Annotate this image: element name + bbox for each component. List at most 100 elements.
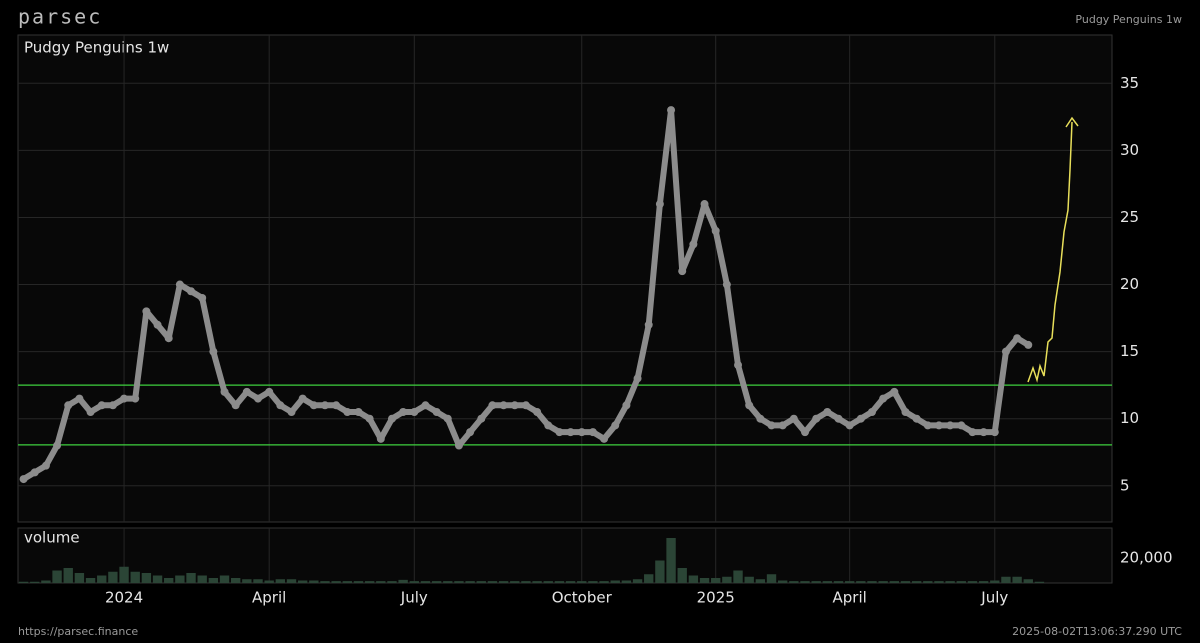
volume-bar <box>320 581 330 583</box>
price-point <box>812 414 821 423</box>
x-tick-label: April <box>833 589 867 607</box>
price-point <box>164 334 173 343</box>
x-tick-label: 2025 <box>697 589 735 607</box>
price-point <box>778 421 787 430</box>
y-tick-label: 10 <box>1120 409 1139 427</box>
price-point <box>343 407 352 416</box>
price-point <box>120 394 129 403</box>
volume-bar <box>297 580 308 583</box>
price-point <box>711 226 720 235</box>
price-point <box>499 401 508 410</box>
price-point <box>521 401 530 410</box>
x-tick-label: July <box>400 589 428 607</box>
price-point <box>689 240 698 249</box>
price-point <box>890 387 899 396</box>
volume-bar <box>510 581 520 583</box>
price-point <box>934 421 943 430</box>
volume-bar <box>130 571 140 583</box>
price-point <box>142 307 151 316</box>
y-tick-label: 5 <box>1120 476 1130 494</box>
price-point <box>187 287 196 296</box>
volume-bar <box>141 573 152 583</box>
price-point <box>968 428 977 437</box>
price-point <box>387 414 396 423</box>
x-tick-label: 2024 <box>105 589 143 607</box>
price-point <box>1001 347 1010 356</box>
chart-title: Pudgy Penguins 1w <box>24 39 169 57</box>
price-point <box>700 200 709 209</box>
volume-bar <box>431 581 442 583</box>
volume-bar <box>420 581 431 583</box>
y-tick-label: 20,000 <box>1120 549 1173 567</box>
volume-bar <box>632 579 643 583</box>
volume-bar <box>822 581 833 583</box>
volume-bar <box>1023 579 1033 583</box>
price-point <box>622 401 631 410</box>
price-point <box>365 414 374 423</box>
volume-bar <box>744 576 754 583</box>
volume-bar <box>30 581 40 583</box>
x-tick-label: April <box>252 589 286 607</box>
volume-bar <box>18 581 29 583</box>
volume-bar <box>1034 581 1045 583</box>
volume-bar <box>152 575 163 583</box>
price-point <box>231 401 240 410</box>
volume-bar <box>342 581 353 583</box>
volume-bar <box>699 578 710 583</box>
volume-bar <box>923 581 933 583</box>
price-point <box>544 421 553 430</box>
volume-bar <box>565 581 576 583</box>
header-label: Pudgy Penguins 1w <box>1075 13 1182 26</box>
price-point <box>600 434 609 443</box>
volume-bar <box>164 578 174 583</box>
price-point <box>108 401 117 410</box>
volume-bar <box>309 580 319 583</box>
logo: parsec <box>18 5 102 29</box>
volume-bar <box>119 566 129 583</box>
price-point <box>867 407 876 416</box>
price-point <box>979 428 988 437</box>
price-point <box>265 387 274 396</box>
volume-bar <box>465 581 475 583</box>
price-point <box>644 320 653 329</box>
price-point <box>745 401 754 410</box>
volume-bar <box>208 578 219 583</box>
price-panel <box>17 34 1113 523</box>
price-point <box>912 414 921 423</box>
price-point <box>510 401 519 410</box>
volume-bar <box>376 581 386 583</box>
price-point <box>97 401 106 410</box>
price-point <box>254 394 263 403</box>
volume-bar <box>945 581 955 583</box>
price-point <box>64 401 73 410</box>
price-point <box>75 394 84 403</box>
volume-bar <box>967 581 978 583</box>
volume-bar <box>353 581 364 583</box>
volume-bar <box>978 581 989 583</box>
volume-bar <box>543 581 553 583</box>
volume-bar <box>454 581 464 583</box>
price-point <box>611 421 620 430</box>
volume-bar <box>175 575 185 583</box>
arrow-line <box>1027 121 1073 383</box>
price-point <box>655 200 664 209</box>
volume-bar <box>599 581 609 583</box>
volume-bar <box>755 579 766 583</box>
volume-bar <box>677 568 687 583</box>
price-point <box>466 428 475 437</box>
price-point <box>789 414 798 423</box>
volume-title: volume <box>24 529 80 547</box>
volume-bar <box>833 581 844 583</box>
price-point <box>220 387 229 396</box>
price-point <box>767 421 776 430</box>
price-point <box>175 280 184 289</box>
volume-bar <box>532 581 542 583</box>
price-point <box>667 106 676 115</box>
price-point <box>432 407 441 416</box>
price-point <box>1013 334 1022 343</box>
volume-bar <box>644 574 654 583</box>
volume-bar <box>97 575 107 583</box>
volume-bar <box>889 581 900 583</box>
price-point <box>555 428 564 437</box>
